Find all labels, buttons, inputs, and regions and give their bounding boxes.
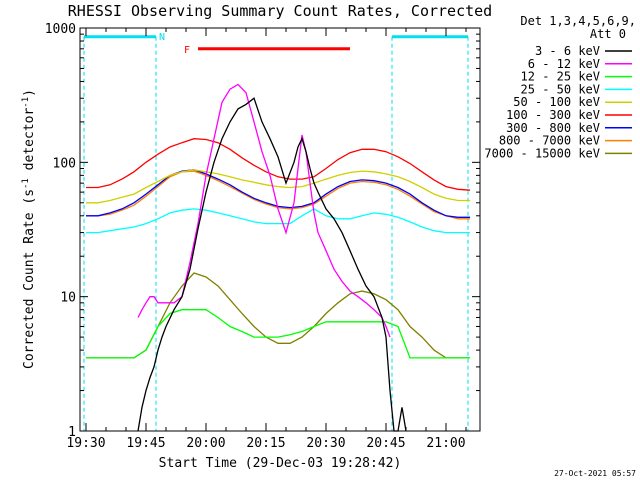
y-tick-label: 1000	[45, 22, 76, 37]
x-tick-label: 20:15	[246, 436, 285, 451]
legend-label: 12 - 25 keV	[521, 70, 600, 84]
series-line-3-6-kev	[137, 97, 407, 432]
flare-label: F	[184, 45, 190, 56]
x-tick-label: 20:30	[306, 436, 345, 451]
timestamp: 27-Oct-2021 05:57	[554, 469, 636, 478]
series-line-6-12-kev	[137, 83, 391, 338]
series-layer	[86, 83, 471, 432]
chart-title: RHESSI Observing Summary Count Rates, Co…	[68, 2, 492, 20]
series-line-12-25-kev	[86, 309, 470, 359]
series-line-100-300-kev	[86, 138, 471, 191]
legend-label: 25 - 50 keV	[521, 82, 600, 96]
legend-label: 3 - 6 keV	[535, 44, 600, 58]
legend-label: 300 - 800 keV	[506, 121, 600, 135]
plot-frame	[79, 27, 481, 432]
y-tick-label: 100	[53, 156, 76, 171]
y-tick-label: 10	[60, 291, 76, 306]
x-tick-label: 21:00	[426, 436, 465, 451]
x-tick-label: 20:00	[186, 436, 225, 451]
series-line-25-50-kev	[86, 208, 470, 234]
legend-label: 6 - 12 keV	[528, 57, 600, 71]
legend-title-line2: Att 0	[590, 27, 626, 41]
legend-label: 100 - 300 keV	[506, 108, 600, 122]
tick-layer: 19:30 19:45 20:00 20:15 20:30 20:45 21:00 1 10 10…	[45, 22, 480, 451]
y-axis-label: Corrected Count Rate (s-1 detector-1)	[21, 89, 37, 369]
x-tick-label: 19:45	[126, 436, 165, 451]
x-axis-label: Start Time (29-Dec-03 19:28:42)	[159, 456, 402, 471]
annotation-layer: NF	[83, 32, 469, 431]
x-tick-label: 19:30	[66, 436, 105, 451]
series-line-50-100-kev	[86, 169, 470, 204]
legend-label: 50 - 100 keV	[513, 95, 600, 109]
night-label: N	[159, 32, 165, 43]
legend-label: 7000 - 15000 keV	[484, 146, 600, 160]
x-tick-label: 20:45	[366, 436, 405, 451]
y-tick-label: 1	[68, 425, 76, 440]
legend-title-line1: Det 1,3,4,5,6,9,	[520, 14, 636, 28]
legend-label: 800 - 7000 keV	[499, 134, 600, 148]
